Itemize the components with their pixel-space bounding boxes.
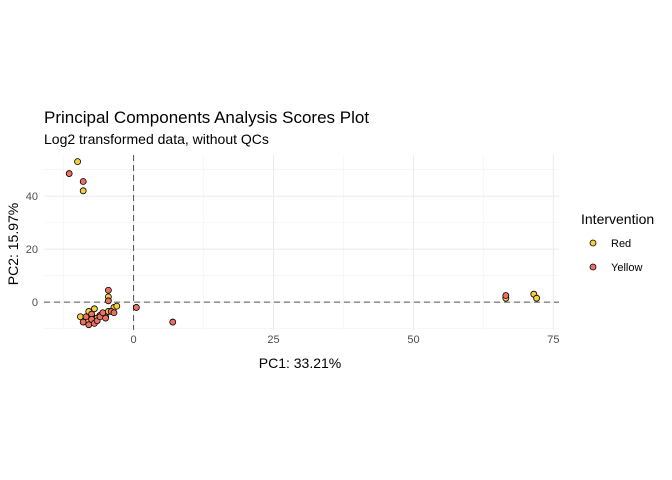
data-point-yellow [82, 313, 90, 321]
y-tick-label: 40 [26, 191, 38, 203]
y-axis-label: PC2: 15.97% [5, 203, 21, 286]
series-yellow [65, 170, 510, 329]
series-red [74, 158, 541, 325]
data-point-yellow [104, 286, 112, 294]
data-point-red [74, 158, 81, 166]
y-tick-label: 0 [32, 297, 38, 309]
data-point-red [533, 294, 541, 302]
data-point-yellow [65, 170, 73, 177]
data-point-yellow [110, 309, 118, 317]
x-tick-label: 0 [131, 334, 137, 346]
legend-key-yellow [589, 263, 597, 271]
data-point-yellow [104, 297, 112, 305]
legend-label-yellow: Yellow [611, 262, 642, 274]
data-point-red [113, 302, 121, 310]
legend-key-red [589, 239, 597, 247]
data-point-yellow [132, 304, 140, 311]
data-point-yellow [502, 292, 510, 299]
chart-title: Principal Components Analysis Scores Plo… [44, 108, 369, 127]
data-point-red [79, 187, 87, 195]
y-tick-label: 20 [26, 244, 38, 256]
data-point-yellow [102, 314, 109, 322]
data-point-red [90, 305, 98, 313]
x-axis-label: PC1: 33.21% [259, 355, 342, 371]
legend-title: Intervention [581, 211, 654, 227]
chart-subtitle: Log2 transformed data, without QCs [44, 131, 269, 147]
data-point-yellow [79, 178, 87, 185]
legend: Intervention Red Yellow [581, 211, 654, 274]
data-point-yellow [79, 318, 87, 326]
plot-panel: 0 25 50 75 0 20 40 [26, 155, 560, 346]
data-point-yellow [169, 318, 177, 326]
x-tick-label: 25 [267, 334, 279, 346]
data-point-yellow [99, 309, 107, 317]
x-tick-label: 50 [407, 334, 419, 346]
legend-label-red: Red [611, 238, 631, 250]
x-tick-label: 75 [547, 334, 559, 346]
